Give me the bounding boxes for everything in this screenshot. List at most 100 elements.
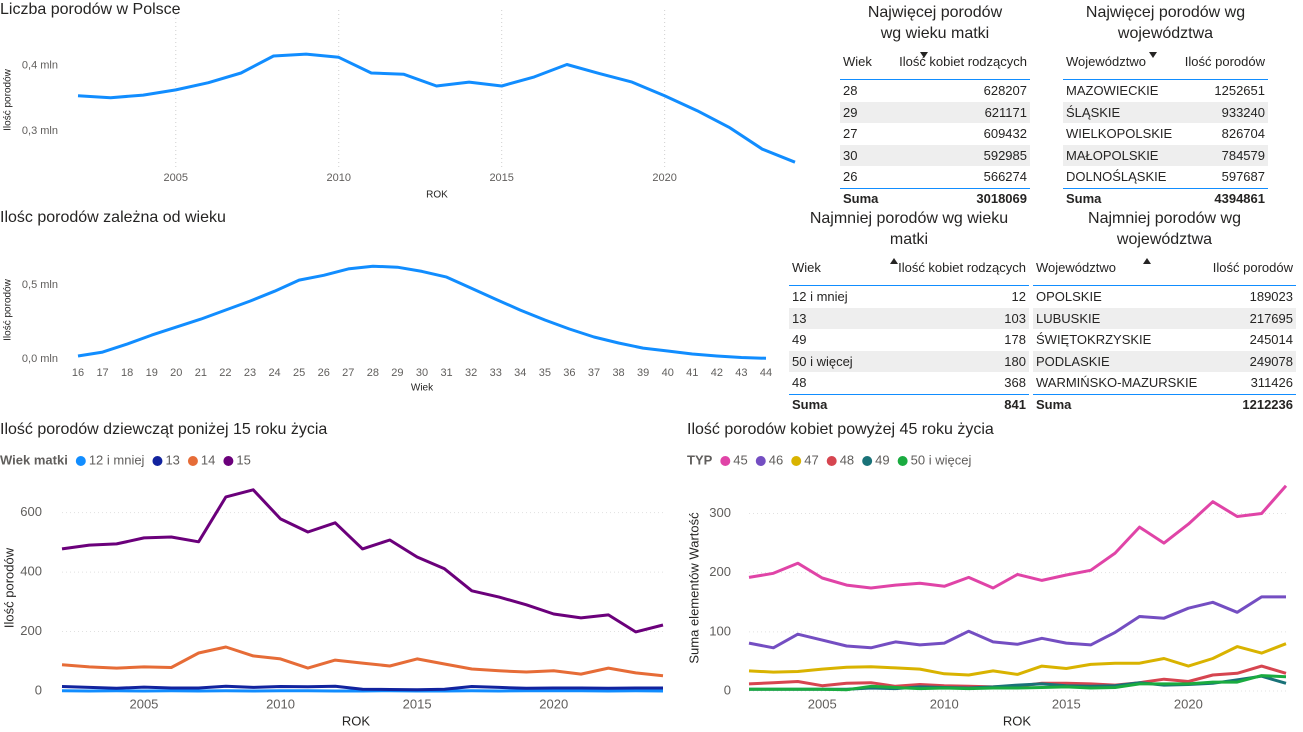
table-header: Wiek Ilość kobiet rodzących <box>789 258 1029 286</box>
total-label: Suma <box>843 191 879 206</box>
data-line <box>748 595 1286 650</box>
column-header: Województwo <box>1066 54 1146 69</box>
x-tick-label: 23 <box>244 367 256 379</box>
table-row: DOLNOŚLĄSKIE 597687 <box>1063 166 1268 188</box>
total-value: 4394861 <box>1214 191 1265 206</box>
cell: 30 <box>843 147 858 163</box>
total-value: 1212236 <box>1242 397 1293 412</box>
cell: 48 <box>792 375 807 391</box>
table-total: Suma 3018069 <box>840 187 1030 209</box>
y-tick-label: 0,0 mln <box>22 353 58 365</box>
table: Najwięcej porodów wg wieku matki Wiek Iloś… <box>840 2 1030 209</box>
legend-marker <box>75 456 86 466</box>
x-tick-label: 33 <box>490 367 502 379</box>
cell: 50 i więcej <box>792 353 853 369</box>
x-tick-label: 38 <box>612 367 624 379</box>
total-label: Suma <box>1066 191 1102 206</box>
y-axis-title: Ilość porodów <box>3 68 14 130</box>
x-axis-title: ROK <box>426 190 448 201</box>
cell: ŚLĄSKIE <box>1066 104 1121 120</box>
table-total: Suma 4394861 <box>1063 187 1268 209</box>
data-line <box>748 484 1288 590</box>
table-total: Suma 1212236 <box>1033 393 1296 415</box>
y-tick-label: 200 <box>20 623 42 638</box>
data-line <box>77 52 796 164</box>
x-tick-label: 35 <box>539 367 551 379</box>
cell: 311426 <box>1250 375 1293 391</box>
x-tick-label: 2005 <box>164 172 188 184</box>
cell: 217695 <box>1249 310 1293 326</box>
sort-arrow <box>1143 258 1152 264</box>
legend-marker <box>897 456 908 466</box>
table-header: Wiek Ilość kobiet rodzących <box>840 52 1030 80</box>
cell: 13 <box>792 310 807 326</box>
table-row: ŚWIĘTOKRZYSKIE 245014 <box>1033 329 1296 351</box>
legend-label: 50 i więcej <box>911 452 972 467</box>
y-tick-label: 600 <box>20 504 42 519</box>
x-tick-label: 18 <box>121 367 133 379</box>
cell: 621171 <box>984 104 1027 120</box>
cell: 368 <box>1004 375 1026 391</box>
data-line <box>749 674 1287 692</box>
table-row: 48 368 <box>789 372 1029 394</box>
x-tick-label: 2005 <box>808 696 837 711</box>
data-line <box>748 642 1287 677</box>
column-header: Wiek <box>792 260 821 275</box>
cell: 29 <box>843 104 858 120</box>
table-row: PODLASKIE 249078 <box>1033 350 1296 372</box>
x-tick-label: 2015 <box>1052 696 1081 711</box>
table-row: 49 178 <box>789 329 1029 351</box>
legend-marker <box>755 456 766 466</box>
sort-icon[interactable] <box>1143 258 1152 264</box>
legend-marker <box>720 456 731 466</box>
x-tick-label: 2010 <box>266 696 295 711</box>
x-tick-label: 17 <box>96 367 108 379</box>
table-row: 12 i mniej 12 <box>789 286 1029 308</box>
table-title: Najwięcej porodów wg wieku matki <box>867 4 1003 42</box>
legend-label: 14 <box>201 452 215 467</box>
cell: WIELKOPOLSKIE <box>1066 126 1173 142</box>
legend-marker <box>223 456 234 466</box>
sort-icon[interactable] <box>889 258 898 264</box>
y-tick-label: 300 <box>709 505 731 520</box>
table-title: Najmniej porodów wg województwa <box>1088 210 1241 248</box>
y-tick-label: 400 <box>20 564 42 579</box>
data-line <box>61 684 663 692</box>
chart-title: Ilośc porodów zależna od wieku <box>0 209 226 226</box>
x-axis-title: ROK <box>1003 713 1032 728</box>
cell: 178 <box>1004 332 1026 348</box>
cell: 933240 <box>1221 104 1265 120</box>
cell: 628207 <box>983 83 1027 99</box>
cell: 103 <box>1004 310 1026 326</box>
sort-icon[interactable] <box>1149 52 1158 58</box>
x-tick-label: 34 <box>514 367 526 379</box>
cell: MAZOWIECKIE <box>1066 83 1159 99</box>
cell: 28 <box>843 83 858 99</box>
cell: 180 <box>1004 353 1026 369</box>
sort-arrow <box>889 258 898 264</box>
column-header: Ilość porodów <box>1212 260 1293 275</box>
table-total: Suma 841 <box>789 393 1029 415</box>
column-header: Ilość kobiet rodzących <box>898 260 1026 275</box>
legend-label: 13 <box>165 452 179 467</box>
sort-icon[interactable] <box>919 52 928 58</box>
legend-marker <box>862 456 873 466</box>
cell: 49 <box>792 332 807 348</box>
x-tick-label: 2015 <box>489 172 513 184</box>
table-title: Najmniej porodów wg wieku matki <box>809 210 1009 248</box>
x-tick-label: 39 <box>637 367 649 379</box>
y-tick-label: 0 <box>35 682 42 697</box>
legend-marker <box>791 456 802 466</box>
x-tick-label: 20 <box>170 367 182 379</box>
legend-label: 45 <box>733 452 747 467</box>
table-row: 30 592985 <box>840 144 1030 166</box>
data-line <box>61 488 664 634</box>
table-row: 13 103 <box>789 307 1029 329</box>
column-header: Ilość porodów <box>1184 54 1265 69</box>
cell: 189023 <box>1249 289 1293 305</box>
x-tick-label: 16 <box>72 367 84 379</box>
y-tick-label: 0,5 mln <box>22 279 58 291</box>
cell: 249078 <box>1249 353 1293 369</box>
